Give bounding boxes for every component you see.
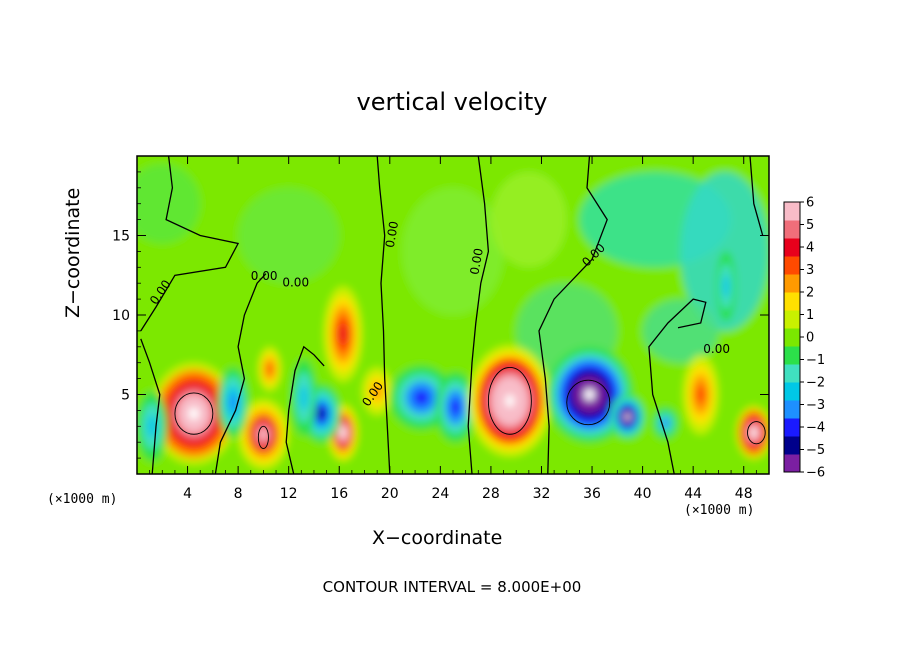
- chart-title: vertical velocity: [356, 88, 548, 116]
- contour-ring: [747, 421, 766, 445]
- colorbar-tick-label: 1: [806, 308, 814, 323]
- contour-label: 0.00: [467, 247, 485, 276]
- contour-label: 0.00: [251, 269, 278, 283]
- colorbar-swatch: [784, 292, 800, 311]
- colorbar-tick-label: −3: [806, 398, 825, 413]
- contour-label: 0.00: [282, 275, 309, 289]
- y-axis-label: Z−coordinate: [62, 187, 84, 318]
- colorbar-swatch: [784, 310, 800, 329]
- colorbar-tick-label: 6: [806, 196, 814, 211]
- colorbar-swatch: [784, 346, 800, 365]
- x-unit-label-right: (×1000 m): [684, 503, 755, 518]
- y-tick-label: 15: [112, 229, 130, 245]
- contour-ring: [566, 379, 611, 426]
- velocity-field: [137, 156, 769, 474]
- colorbar-tick-label: 5: [806, 218, 814, 233]
- colorbar-tick-label: −2: [806, 376, 825, 391]
- x-tick-label: 44: [684, 486, 702, 502]
- contour-ring: [174, 392, 214, 435]
- colorbar-tick-label: 0: [806, 331, 814, 346]
- colorbar-swatch: [784, 436, 800, 455]
- contour-interval-note: CONTOUR INTERVAL = 8.000E+00: [322, 578, 582, 596]
- colorbar-tick-label: −4: [806, 421, 825, 436]
- contour-line: [214, 273, 267, 474]
- contour-label: 0.00: [383, 220, 401, 249]
- x-tick-label: 48: [735, 486, 753, 502]
- contour-line: [376, 156, 391, 474]
- contour-ring: [487, 367, 532, 435]
- x-tick-label: 8: [234, 486, 243, 502]
- colorbar-swatch: [784, 202, 800, 221]
- contour-line: [648, 298, 707, 474]
- zero-contours: [140, 156, 766, 474]
- colorbar-tick-label: 4: [806, 241, 814, 256]
- x-tick-label: 36: [583, 486, 601, 502]
- x-tick-label: 40: [634, 486, 652, 502]
- colorbar: 6 5 4 3 2 1 0 −1 −2 −3 −4 −5 −6: [783, 196, 825, 481]
- x-tick-label: 4: [183, 486, 192, 502]
- contour-line: [140, 338, 161, 474]
- colorbar-tick-label: −6: [806, 466, 825, 481]
- colorbar-swatch: [784, 364, 800, 383]
- x-tick-label: 16: [330, 486, 348, 502]
- colorbar-tick-label: 3: [806, 263, 814, 278]
- x-tick-label: 20: [381, 486, 399, 502]
- contour-line: [749, 156, 764, 236]
- colorbar-swatch: [784, 274, 800, 293]
- contour-line: [538, 156, 608, 474]
- contour-ring: [257, 425, 269, 450]
- y-tick-label: 5: [121, 388, 130, 404]
- colorbar-swatch: [784, 454, 800, 473]
- colorbar-swatch: [784, 238, 800, 257]
- contour-line: [467, 156, 490, 474]
- colorbar-swatch: [784, 328, 800, 347]
- x-tick-label: 28: [482, 486, 500, 502]
- x-axis-label: X−coordinate: [372, 527, 503, 549]
- colorbar-swatch: [784, 400, 800, 419]
- colorbar-swatch: [784, 418, 800, 437]
- x-unit-label-left: (×1000 m): [47, 492, 118, 507]
- colorbar-tick-label: −1: [806, 353, 825, 368]
- x-tick-label: 24: [431, 486, 449, 502]
- y-tick-label: 10: [112, 308, 130, 324]
- contour-line: [140, 156, 240, 332]
- contour-label: 0.00: [703, 342, 730, 356]
- colorbar-tick-label: 2: [806, 286, 814, 301]
- colorbar-swatch: [784, 220, 800, 239]
- colorbar-tick-label: −5: [806, 443, 825, 458]
- colorbar-swatch: [784, 256, 800, 275]
- x-tick-label: 32: [533, 486, 551, 502]
- colorbar-swatch: [784, 382, 800, 401]
- x-tick-label: 12: [280, 486, 298, 502]
- contour-line: [285, 345, 325, 474]
